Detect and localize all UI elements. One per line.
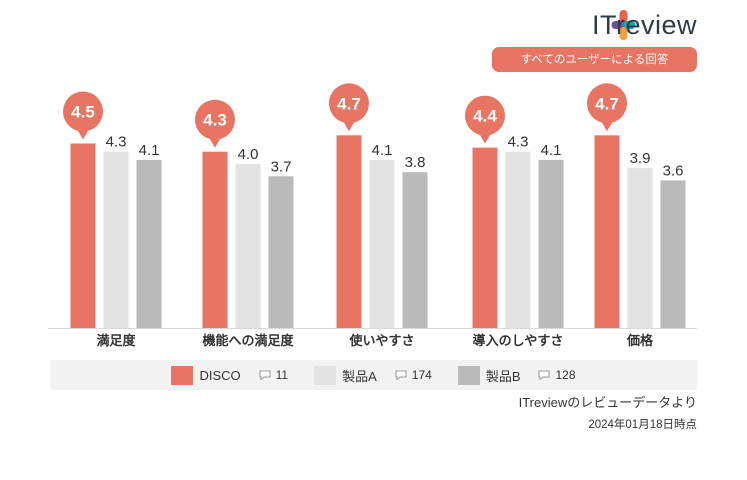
legend-name-product-a: 製品A — [342, 368, 377, 384]
bar-製品b-3 — [538, 159, 564, 328]
itreview-logo — [611, 10, 636, 40]
value-marker-pointer-3 — [478, 131, 492, 144]
value-marker-4 — [587, 83, 627, 124]
bar-製品b-2 — [402, 172, 428, 328]
review-bubble-icon — [259, 370, 271, 380]
date-note: 2024年01月18日時点 — [588, 419, 697, 431]
data-label-highlight-4: 4.7 — [595, 94, 619, 113]
rating-bar-chart: 4.5 4.3 4.1 満足度 4.3 4.0 3.7 機能への満足度 4.7 4.1 3.8 使いや… — [48, 83, 697, 349]
category-label-4: 価格 — [626, 333, 654, 349]
review-bubble-icon — [395, 370, 407, 380]
data-label-製品b-1: 3.7 — [271, 158, 292, 175]
value-marker-pointer-0 — [76, 127, 90, 140]
value-marker-pointer-4 — [600, 119, 614, 132]
logo-mark-bottom — [619, 27, 628, 40]
legend: DISCO 11 製品A 174 製品B 128 — [50, 360, 697, 390]
bar-製品a-3 — [505, 151, 531, 328]
bar-disco-4 — [594, 135, 620, 328]
data-label-製品b-2: 3.8 — [405, 154, 426, 171]
legend-name-disco: DISCO — [199, 367, 241, 383]
category-label-0: 満足度 — [96, 333, 136, 349]
legend-swatch-disco — [171, 365, 194, 385]
legend-item-disco: DISCO 11 — [171, 365, 314, 385]
logo-text: ITreview — [592, 10, 698, 40]
data-label-highlight-3: 4.4 — [473, 107, 497, 126]
legend-item-product-a: 製品A 174 — [314, 365, 458, 385]
bar-製品a-2 — [369, 159, 395, 328]
bar-製品b-1 — [268, 176, 294, 328]
category-label-1: 機能への満足度 — [202, 333, 294, 349]
bar-disco-1 — [202, 151, 228, 328]
data-label-製品b-3: 4.1 — [541, 142, 562, 159]
data-label-製品a-3: 4.3 — [508, 134, 529, 151]
value-marker-3 — [465, 95, 505, 136]
value-marker-0 — [63, 91, 103, 132]
data-label-製品a-0: 4.3 — [106, 134, 127, 151]
filter-badge[interactable]: すべてのユーザーによる回答 — [492, 47, 697, 72]
bar-disco-3 — [472, 147, 498, 328]
legend-count-disco: 11 — [275, 368, 289, 382]
bar-製品b-0 — [136, 159, 162, 328]
legend-count-product-a: 174 — [411, 368, 432, 382]
bar-製品a-4 — [627, 168, 653, 328]
bar-disco-0 — [70, 143, 96, 328]
bar-disco-2 — [336, 135, 362, 328]
source-note: ITreviewのレビューデータより — [518, 395, 697, 410]
value-marker-pointer-2 — [342, 119, 356, 132]
legend-count-product-b: 128 — [555, 368, 576, 382]
value-marker-1 — [195, 99, 235, 140]
bar-製品a-0 — [103, 151, 129, 328]
category-label-3: 導入のしやすさ — [473, 333, 564, 349]
data-label-highlight-1: 4.3 — [203, 111, 227, 130]
logo-mark-top — [619, 10, 628, 23]
data-label-highlight-2: 4.7 — [337, 94, 361, 113]
legend-swatch-product-b — [457, 365, 480, 385]
data-label-製品a-4: 3.9 — [630, 150, 651, 167]
value-marker-pointer-1 — [208, 135, 222, 148]
value-marker-2 — [329, 83, 369, 124]
review-bubble-icon — [538, 370, 550, 380]
logo-mark-left — [611, 21, 625, 29]
data-label-製品b-0: 4.1 — [139, 142, 160, 159]
legend-name-product-b: 製品B — [485, 368, 521, 384]
data-label-製品a-2: 4.1 — [372, 142, 393, 159]
category-label-2: 使いやすさ — [348, 333, 414, 349]
legend-item-product-b: 製品B 128 — [457, 365, 576, 385]
logo-mark-right — [622, 21, 636, 29]
data-label-製品a-1: 4.0 — [238, 146, 259, 163]
data-label-製品b-4: 3.6 — [663, 162, 684, 179]
legend-swatch-product-a — [314, 365, 337, 385]
data-label-highlight-0: 4.5 — [71, 103, 95, 122]
bar-製品a-1 — [235, 164, 261, 328]
bar-製品b-4 — [660, 180, 686, 328]
